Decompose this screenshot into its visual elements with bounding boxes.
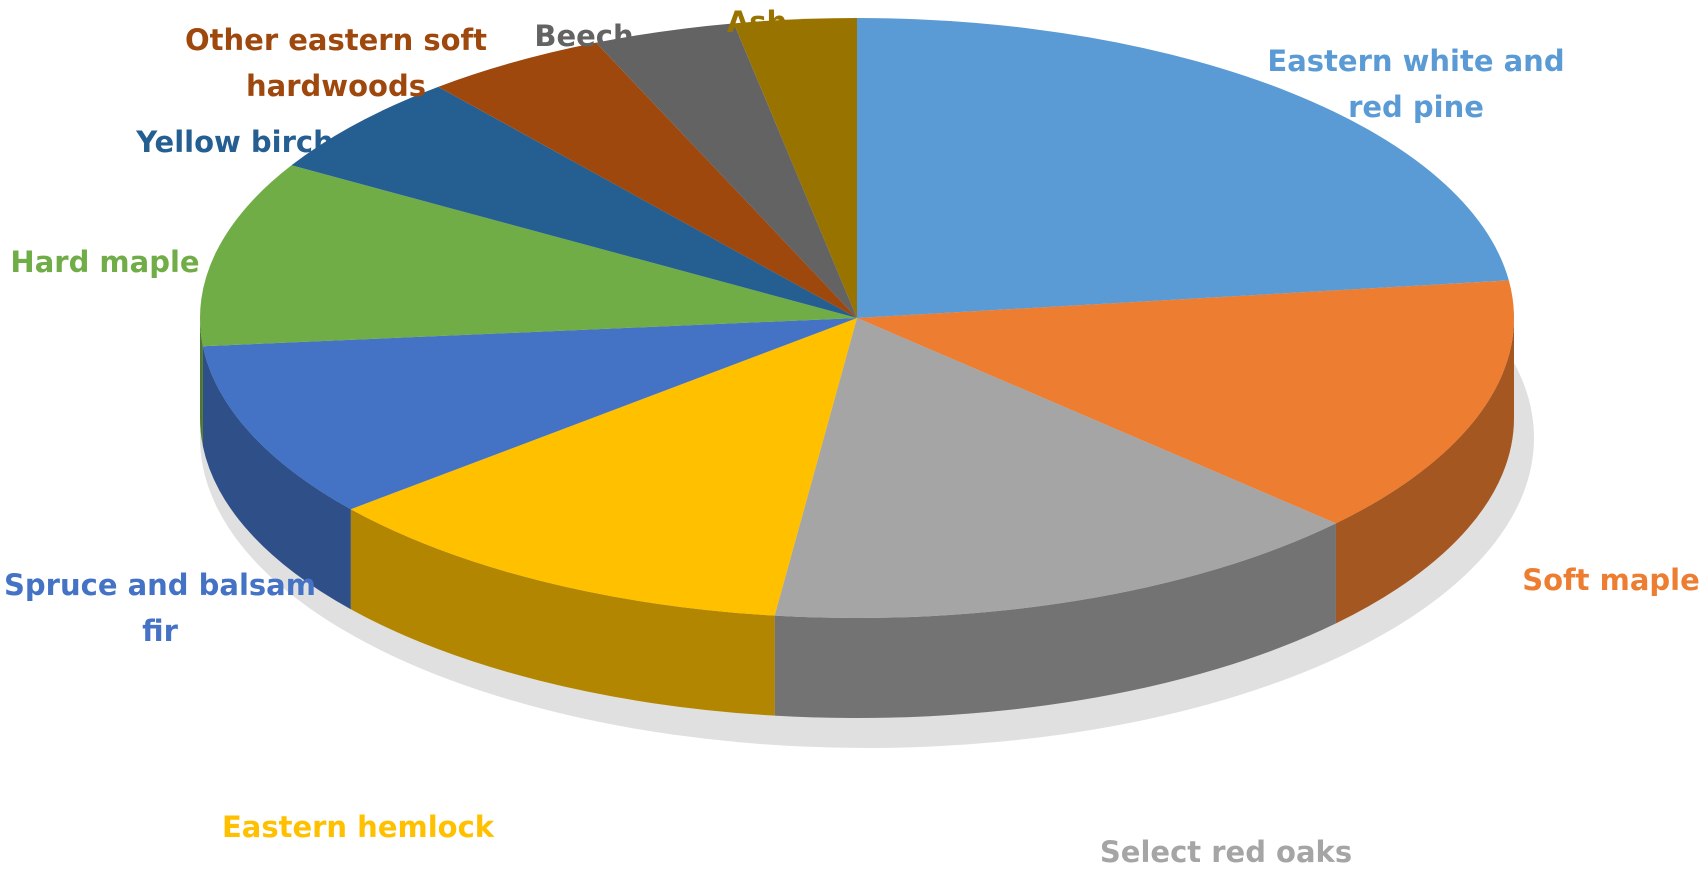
- slice-label: Soft maple: [1522, 563, 1700, 597]
- slice-side: [1335, 318, 1514, 624]
- slice-side: [200, 318, 203, 447]
- slice-label: Other eastern soft hardwoods: [185, 23, 487, 103]
- slice: [291, 86, 857, 318]
- slice-label: Eastern hemlock: [221, 810, 495, 844]
- slice-label: Hard maple: [10, 245, 200, 279]
- slice-label: Beech: [534, 19, 634, 53]
- slice-side-shade: [202, 346, 351, 610]
- slice-label: Yellow birch: [136, 125, 334, 159]
- slice-side-shade: [1335, 318, 1514, 624]
- slice-label: Select red oaks: [1099, 835, 1353, 869]
- slice: [733, 18, 857, 318]
- slice: [857, 280, 1514, 524]
- slice: [202, 318, 858, 510]
- slice-label: Spruce and balsam fir: [4, 568, 316, 648]
- slice-label: Ash: [726, 5, 788, 39]
- slice: [438, 42, 857, 318]
- slice: [596, 23, 857, 319]
- slice: [774, 318, 1336, 618]
- slice-side: [202, 346, 351, 610]
- slice-side-shade: [200, 318, 203, 447]
- slice-side-shade: [774, 523, 1336, 718]
- slice-side: [350, 509, 775, 716]
- slice-label: Eastern white and red pine: [1267, 44, 1565, 124]
- slice-side: [774, 523, 1336, 718]
- slice-side-shade: [350, 509, 775, 716]
- slice: [857, 18, 1509, 318]
- slice: [350, 318, 857, 616]
- slice: [200, 165, 857, 347]
